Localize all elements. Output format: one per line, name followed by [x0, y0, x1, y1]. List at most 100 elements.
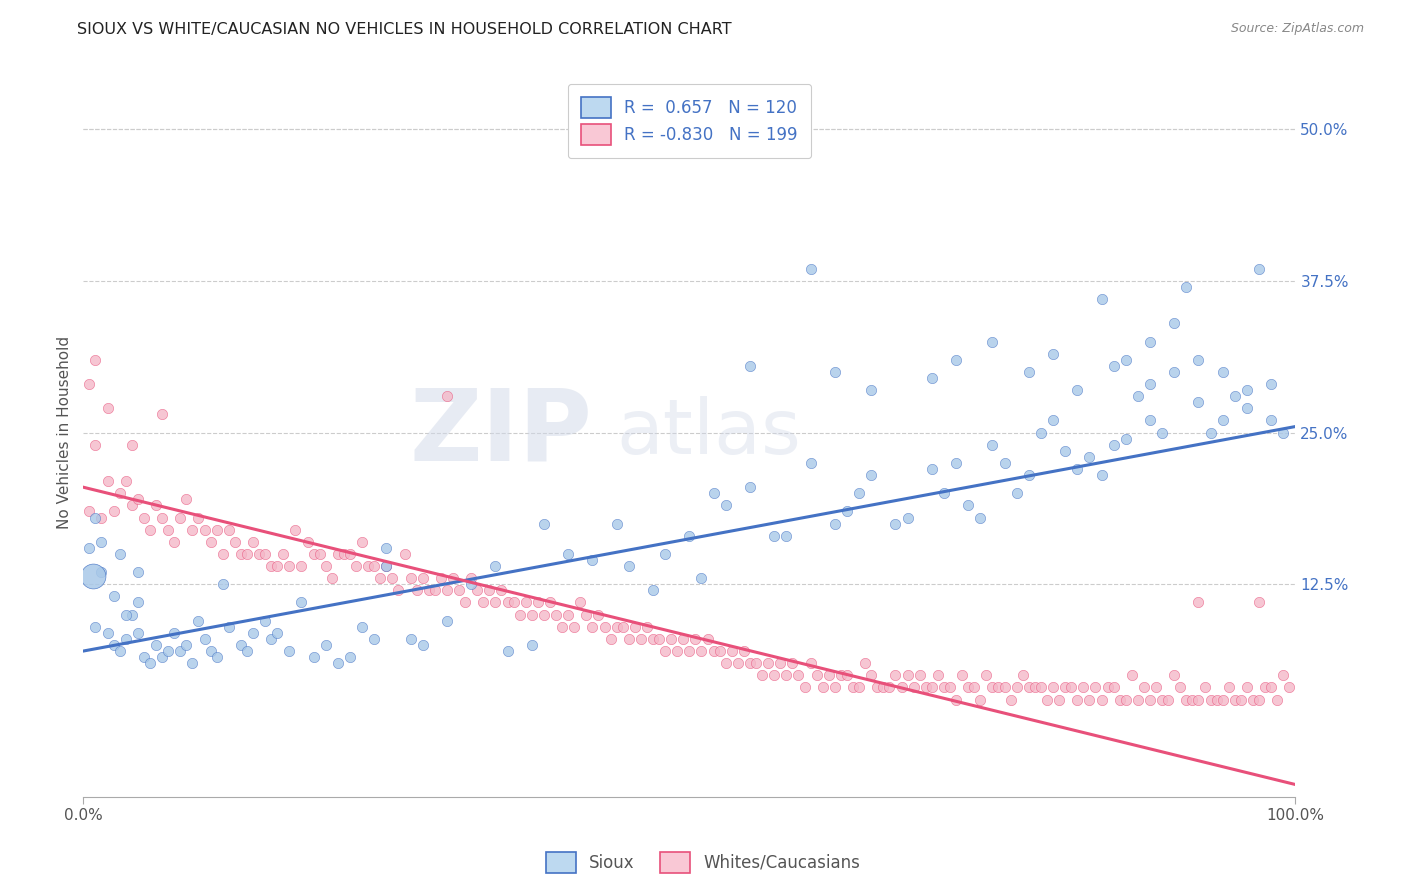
Point	[491, 583, 513, 598]
Point	[678, 644, 700, 658]
Point	[1078, 692, 1101, 706]
Text: Source: ZipAtlas.com: Source: ZipAtlas.com	[1230, 22, 1364, 36]
Point	[1090, 468, 1112, 483]
Point	[1181, 692, 1204, 706]
Point	[630, 632, 652, 646]
Point	[176, 492, 198, 507]
Point	[1163, 365, 1185, 379]
Point	[1073, 681, 1095, 695]
Point	[145, 638, 167, 652]
Point	[1024, 681, 1046, 695]
Point	[308, 547, 330, 561]
Point	[271, 547, 294, 561]
Point	[921, 371, 943, 385]
Point	[981, 681, 1004, 695]
Point	[685, 632, 707, 646]
Point	[254, 614, 277, 628]
Point	[260, 632, 283, 646]
Point	[200, 534, 222, 549]
Point	[581, 620, 603, 634]
Point	[284, 523, 307, 537]
Point	[139, 523, 162, 537]
Point	[606, 620, 628, 634]
Point	[1133, 681, 1156, 695]
Point	[423, 583, 446, 598]
Point	[527, 595, 550, 609]
Point	[738, 359, 761, 373]
Point	[84, 620, 107, 634]
Point	[302, 547, 325, 561]
Point	[879, 681, 901, 695]
Point	[866, 681, 889, 695]
Point	[449, 583, 471, 598]
Point	[690, 644, 713, 658]
Point	[835, 504, 858, 518]
Point	[1139, 692, 1161, 706]
Point	[1260, 681, 1282, 695]
Point	[588, 607, 610, 622]
Point	[127, 595, 149, 609]
Point	[150, 510, 173, 524]
Point	[787, 668, 810, 682]
Point	[1115, 432, 1137, 446]
Point	[363, 632, 385, 646]
Point	[229, 547, 252, 561]
Point	[1047, 692, 1070, 706]
Point	[502, 595, 524, 609]
Point	[811, 681, 834, 695]
Point	[84, 352, 107, 367]
Point	[666, 644, 689, 658]
Point	[720, 644, 742, 658]
Point	[108, 644, 131, 658]
Point	[1097, 681, 1119, 695]
Point	[842, 681, 865, 695]
Point	[205, 650, 228, 665]
Point	[830, 668, 852, 682]
Point	[733, 644, 755, 658]
Point	[703, 486, 725, 500]
Point	[1139, 377, 1161, 392]
Point	[745, 656, 768, 670]
Point	[242, 625, 264, 640]
Point	[1236, 383, 1258, 397]
Point	[884, 516, 907, 531]
Point	[800, 656, 823, 670]
Point	[945, 692, 967, 706]
Point	[896, 510, 918, 524]
Point	[890, 681, 912, 695]
Point	[581, 553, 603, 567]
Point	[79, 504, 101, 518]
Point	[1223, 692, 1246, 706]
Point	[344, 559, 367, 574]
Point	[247, 547, 270, 561]
Point	[908, 668, 931, 682]
Point	[1005, 486, 1028, 500]
Point	[860, 468, 883, 483]
Point	[945, 456, 967, 470]
Point	[321, 571, 343, 585]
Point	[769, 656, 792, 670]
Point	[872, 681, 894, 695]
Point	[617, 632, 640, 646]
Point	[326, 656, 349, 670]
Point	[96, 401, 118, 416]
Point	[860, 383, 883, 397]
Point	[1090, 692, 1112, 706]
Point	[1272, 425, 1295, 440]
Point	[436, 614, 458, 628]
Point	[157, 644, 180, 658]
Point	[763, 529, 786, 543]
Point	[624, 620, 647, 634]
Point	[90, 534, 112, 549]
Point	[339, 650, 361, 665]
Point	[1108, 692, 1130, 706]
Point	[520, 607, 543, 622]
Point	[1102, 438, 1125, 452]
Point	[103, 590, 125, 604]
Point	[641, 583, 664, 598]
Text: atlas: atlas	[617, 395, 801, 469]
Point	[932, 486, 955, 500]
Point	[114, 474, 136, 488]
Point	[903, 681, 925, 695]
Point	[121, 499, 143, 513]
